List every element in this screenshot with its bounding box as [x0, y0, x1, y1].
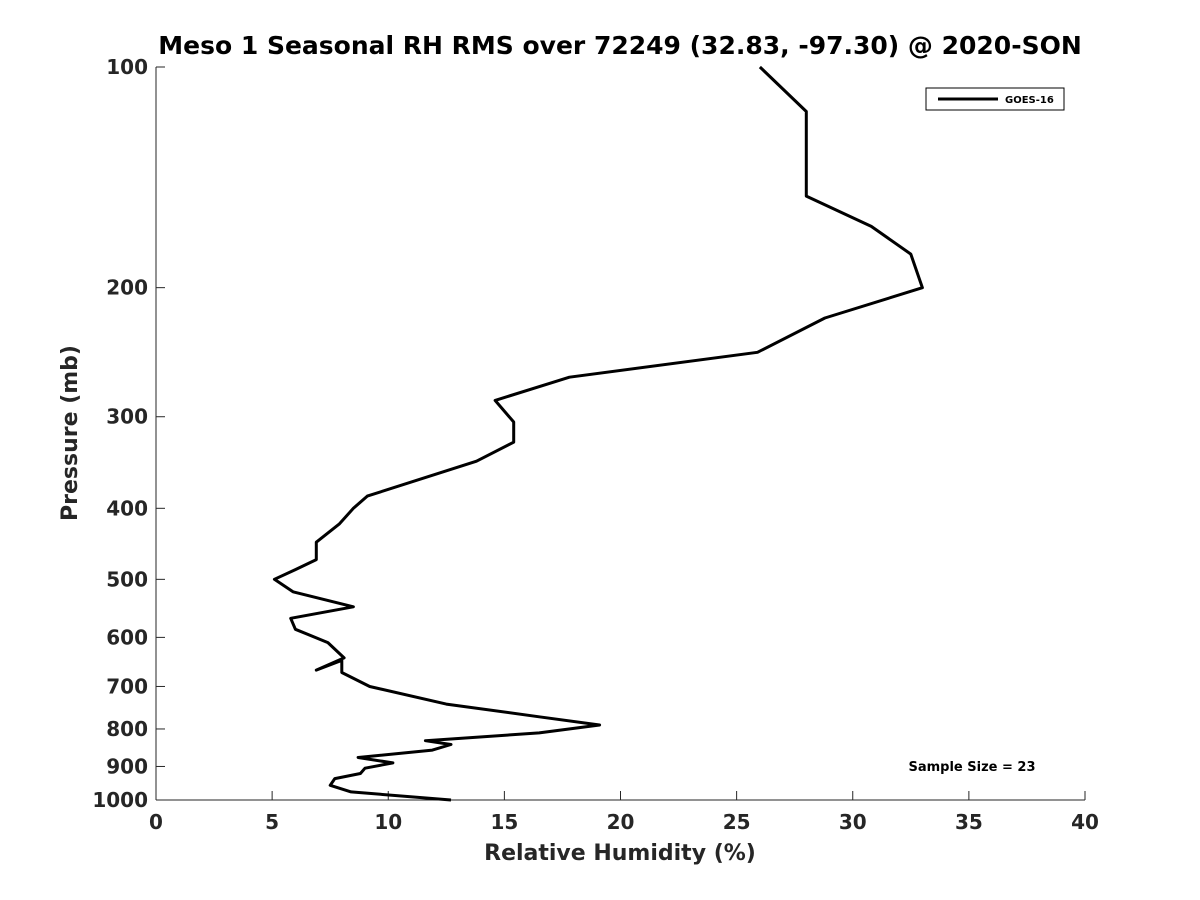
x-tick-label: 35	[955, 810, 983, 834]
x-tick-label: 5	[265, 810, 279, 834]
x-tick-label: 10	[374, 810, 402, 834]
y-tick-label: 1000	[92, 788, 148, 812]
y-tick-label: 800	[106, 717, 148, 741]
legend-label-goes-16: GOES-16	[1005, 95, 1054, 106]
x-tick-label: 0	[149, 810, 163, 834]
x-axis-title: Relative Humidity (%)	[484, 841, 756, 866]
sample-size-annotation: Sample Size = 23	[908, 760, 1035, 775]
plot-axes	[155, 67, 1085, 801]
x-tick-label: 40	[1071, 810, 1099, 834]
x-tick-label: 30	[839, 810, 867, 834]
legend: GOES-16	[925, 87, 1065, 111]
x-tick-label: 15	[490, 810, 518, 834]
x-axis-ticks: 0 5 10 15 20 25 30 35 40	[149, 791, 1099, 834]
y-tick-label: 300	[106, 405, 148, 429]
y-tick-label: 400	[106, 496, 148, 520]
y-tick-label: 500	[106, 567, 148, 591]
series-layer	[272, 65, 924, 802]
y-tick-label: 900	[106, 754, 148, 778]
y-tick-label: 200	[106, 276, 148, 300]
series-line-goes-16	[272, 65, 924, 802]
y-tick-label: 100	[106, 55, 148, 79]
y-axis-title: Pressure (mb)	[58, 345, 83, 521]
y-tick-label: 700	[106, 674, 148, 698]
y-axis-ticks: 100 200 300 400 500 600 700 800 900 1000	[92, 55, 165, 812]
chart-title: Meso 1 Seasonal RH RMS over 72249 (32.83…	[158, 31, 1082, 60]
x-tick-label: 20	[607, 810, 635, 834]
y-tick-label: 600	[106, 625, 148, 649]
x-tick-label: 25	[723, 810, 751, 834]
